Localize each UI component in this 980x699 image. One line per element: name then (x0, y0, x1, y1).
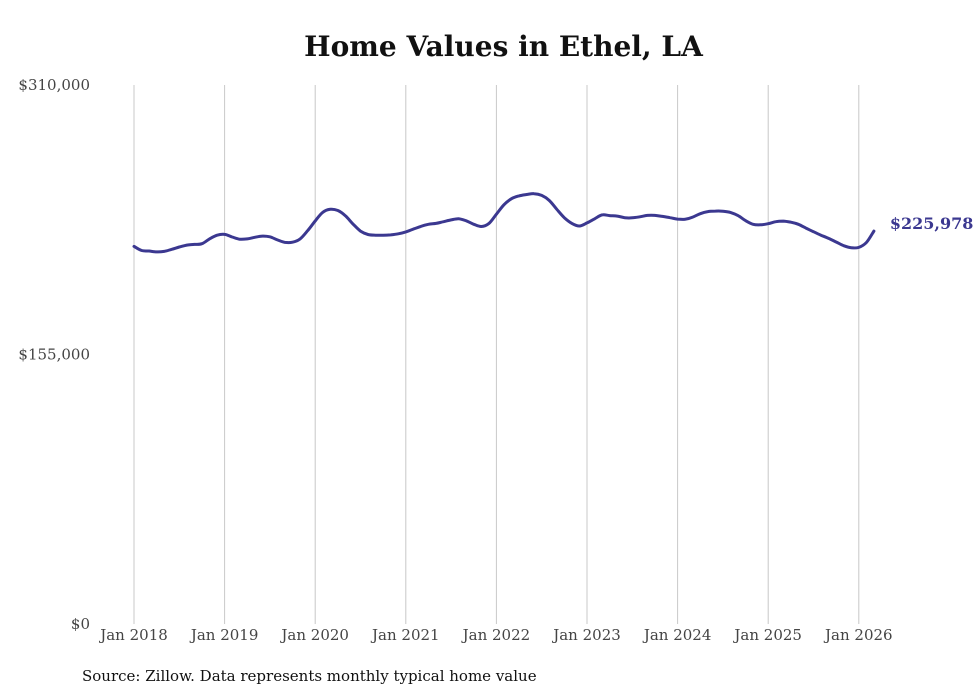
series-line (132, 192, 876, 254)
x-tick-label: Jan 2022 (461, 626, 531, 644)
x-tick-label: Jan 2024 (642, 626, 712, 644)
x-tick-label: Jan 2025 (732, 626, 802, 644)
x-axis-ticks: Jan 2018 Jan 2019 Jan 2020 Jan 2021 Jan 2022… (98, 626, 892, 644)
source-note: Source: Zillow. Data represents monthly … (82, 667, 537, 685)
chart-title: Home Values in Ethel, LA (304, 30, 703, 63)
y-tick-label: $0 (71, 615, 90, 633)
x-tick-label: Jan 2023 (551, 626, 621, 644)
y-axis-ticks: $0 $155,000 $310,000 (18, 76, 90, 633)
series-group (132, 192, 876, 254)
x-tick-label: Jan 2019 (189, 626, 259, 644)
y-tick-label: $155,000 (18, 346, 90, 364)
x-tick-label: Jan 2018 (98, 626, 168, 644)
x-tick-label: Jan 2021 (370, 626, 440, 644)
line-chart: $0$155,000$310,000 Jan 2018 Jan 2019 Jan 2… (18, 76, 974, 644)
gridlines (133, 85, 860, 624)
last-value-label: $225,978 (890, 214, 974, 233)
x-tick-label: Jan 2026 (823, 626, 893, 644)
x-tick-label: Jan 2020 (279, 626, 349, 644)
y-tick-label: $310,000 (18, 76, 90, 94)
